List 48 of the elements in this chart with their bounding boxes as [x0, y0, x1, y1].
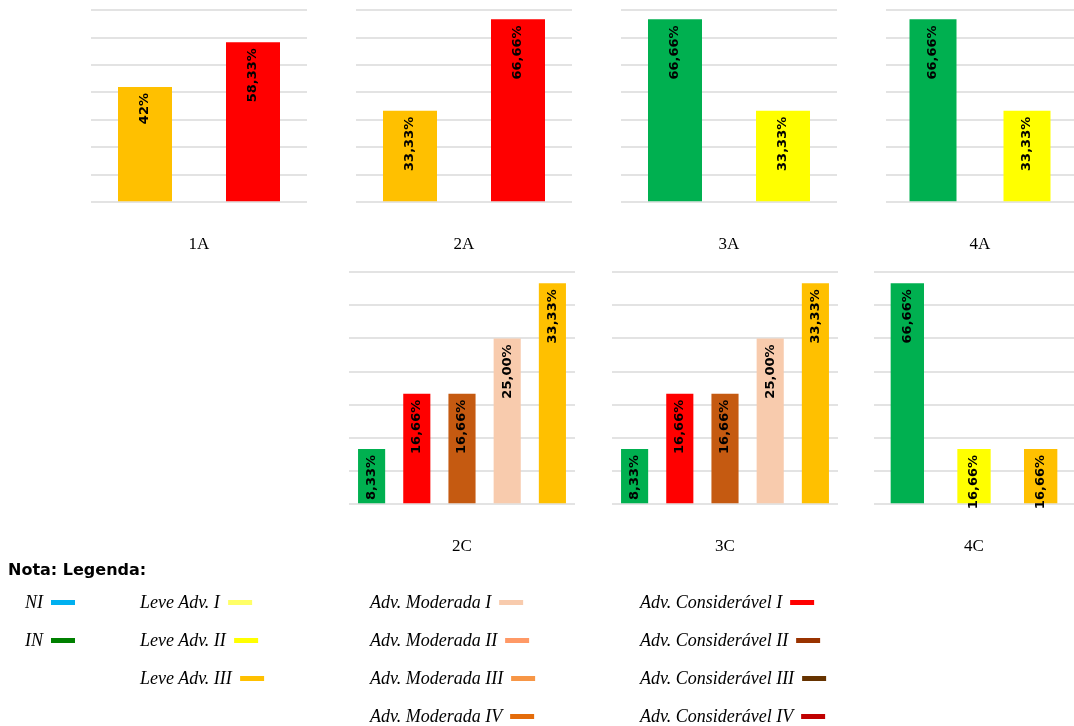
data-label: 16,66%: [716, 399, 732, 454]
data-label: 16,66%: [671, 399, 687, 454]
data-label: 16,66%: [408, 399, 424, 454]
legend-label: Adv. Considerável III: [639, 667, 796, 688]
text: Nota: Legenda:: [8, 560, 147, 580]
data-label: 16,66%: [453, 399, 469, 454]
data-label: 42%: [136, 93, 152, 125]
bar: [493, 338, 521, 504]
bar: [448, 393, 476, 504]
bar: [711, 393, 739, 504]
data-label: 8,33%: [625, 454, 641, 501]
data-label: 66,66%: [666, 25, 682, 80]
data-label: 25,00%: [498, 344, 514, 399]
legend-label: Adv. Moderada IV: [369, 705, 505, 726]
x-axis-title: 1A: [188, 234, 211, 254]
data-label: 66,66%: [509, 25, 525, 80]
x-axis-title: 4C: [964, 536, 984, 556]
data-label: 66,66%: [924, 25, 940, 80]
legend-label: Leve Adv. II: [139, 629, 227, 650]
data-label: 33,33%: [806, 289, 822, 344]
data-label: 66,66%: [898, 289, 914, 344]
x-axis-title: 2C: [452, 536, 472, 556]
data-label: 33,33%: [1018, 116, 1034, 171]
legend-label: Adv. Moderada III: [369, 667, 505, 688]
legend-label: Adv. Considerável II: [639, 629, 790, 650]
legend-label: Leve Adv. I: [139, 591, 221, 612]
x-axis-title: 2A: [453, 234, 476, 254]
data-label: 16,66%: [1032, 454, 1048, 510]
data-label: 25,00%: [761, 344, 777, 399]
x-axis-title: 4A: [969, 234, 992, 254]
legend-label: Adv. Moderada II: [369, 629, 499, 650]
data-label: 16,66%: [965, 454, 981, 510]
legend-label: Adv. Moderada I: [369, 591, 493, 612]
data-label: 33,33%: [774, 116, 790, 171]
x-axis-title: 3A: [718, 234, 741, 254]
legend-label: Leve Adv. III: [139, 667, 233, 688]
legend-label: Adv. Considerável I: [639, 591, 784, 612]
data-label: 58,33%: [244, 48, 260, 103]
data-label: 8,33%: [362, 454, 378, 501]
bar: [756, 338, 784, 504]
data-label: 33,33%: [401, 116, 417, 171]
legend-label: NI: [24, 591, 45, 612]
bar: [801, 283, 829, 504]
x-axis-title: 3C: [715, 536, 735, 556]
data-label: 33,33%: [543, 289, 559, 344]
bar: [538, 283, 566, 504]
legend-label: IN: [24, 629, 44, 650]
legend-label: Adv. Considerável IV: [639, 705, 796, 726]
